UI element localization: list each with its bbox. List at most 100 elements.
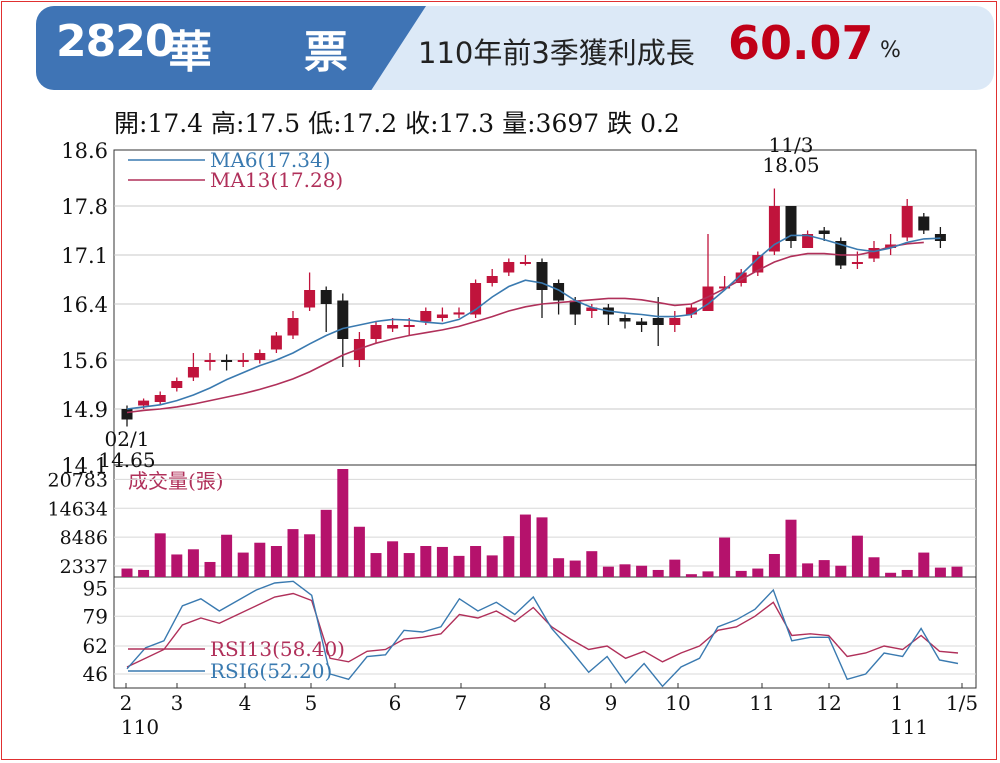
volume-bar [503,536,515,577]
volume-bar [387,541,399,577]
candle-up [669,318,681,325]
candle-down [918,216,930,231]
volume-bar [569,560,581,577]
annotation-date: 02/1 [105,427,150,451]
candle-up [237,360,249,362]
volume-bar [868,557,880,577]
x-month-label: 4 [239,691,252,715]
volume-bar [204,561,216,577]
candle-down [121,409,133,420]
quote-line: 開:17.4 高:17.5 低:17.2 收:17.3 量:3697 跌 0.2 [114,109,680,138]
volume-bar [420,546,432,577]
volume-bar [320,509,332,577]
x-month-label: 2 [120,691,133,715]
annotation-price: 14.65 [98,448,155,472]
legend-label: RSI6(52.20) [210,659,332,683]
plot-border [113,149,977,689]
volume-bar [287,529,299,577]
candle-up [270,335,282,350]
annotation-price: 18.05 [762,153,819,177]
volume-tick-label: 20783 [48,469,108,491]
volume-bar [154,533,166,577]
candle-up [868,248,880,259]
volume-bar [586,551,598,577]
price-tick-label: 17.1 [61,244,108,268]
volume-bar [470,546,482,577]
price-tick-label: 18.6 [61,139,108,163]
volume-bar [851,535,863,577]
candle-up [436,314,448,318]
volume-bar [187,549,199,577]
volume-bar [270,546,282,577]
volume-title: 成交量(張) [128,469,224,493]
volume-bar [669,559,681,577]
candle-up [470,283,482,315]
rsi6-line [126,580,959,688]
rsi-tick-label: 62 [83,634,108,658]
price-tick-label: 17.8 [61,195,108,219]
x-month-label: 1/5 [946,691,978,715]
volume-bar [768,553,780,577]
x-month-label: 5 [305,691,318,715]
volume-tick-label: 14634 [48,498,108,520]
volume-bar [918,552,930,577]
volume-bar [752,568,764,577]
legend-label: MA13(17.28) [210,168,343,192]
price-tick-label: 16.4 [61,293,108,317]
candle-up [387,325,399,329]
candle-down [785,206,797,241]
candle-down [320,290,332,304]
rsi-tick-label: 79 [83,604,108,628]
candle-up [486,276,498,283]
volume-bar [702,571,714,577]
candle-up [403,325,415,327]
x-year-label: 110 [121,715,159,739]
stock-name-part-1: 華 [168,27,212,78]
volume-bar [553,558,565,577]
candle-up [171,381,183,388]
volume-bar [885,572,897,577]
volume-bar [353,526,365,577]
candle-up [586,307,598,311]
candle-up [768,206,780,252]
volume-bar [436,546,448,577]
volume-bar [619,564,631,577]
x-month-label: 10 [665,691,690,715]
volume-tick-label: 8486 [60,527,108,549]
volume-bar [536,517,548,577]
volume-bar [934,567,946,577]
candle-up [735,272,747,283]
x-month-label: 12 [816,691,841,715]
volume-bar [719,537,731,577]
volume-bar [602,566,614,577]
volume-bar [304,534,316,577]
x-month-label: 3 [171,691,184,715]
candle-down [536,262,548,290]
candle-up [901,206,913,238]
candle-up [204,360,216,362]
candle-down [619,318,631,322]
x-month-label: 9 [605,691,618,715]
candle-up [702,286,714,311]
candle-up [685,307,697,315]
title-tab [36,6,426,90]
x-year-label: 111 [890,715,928,739]
volume-bar [636,565,648,577]
candle-up [420,311,432,322]
candle-up [254,353,266,360]
candle-down [818,230,830,234]
candle-up [519,262,531,264]
candle-up [851,262,863,264]
volume-bar [835,565,847,577]
rsi13-line [126,592,959,668]
annotation-date: 11/3 [769,133,814,157]
candle-up [802,234,814,248]
volume-tick-label: 2337 [60,556,108,578]
candle-down [221,360,233,362]
candle-down [636,321,648,325]
stock-name-part-2: 票 [304,27,348,78]
growth-value: 60.07 [728,16,874,70]
volume-bar [519,514,531,577]
volume-bar [951,566,963,577]
